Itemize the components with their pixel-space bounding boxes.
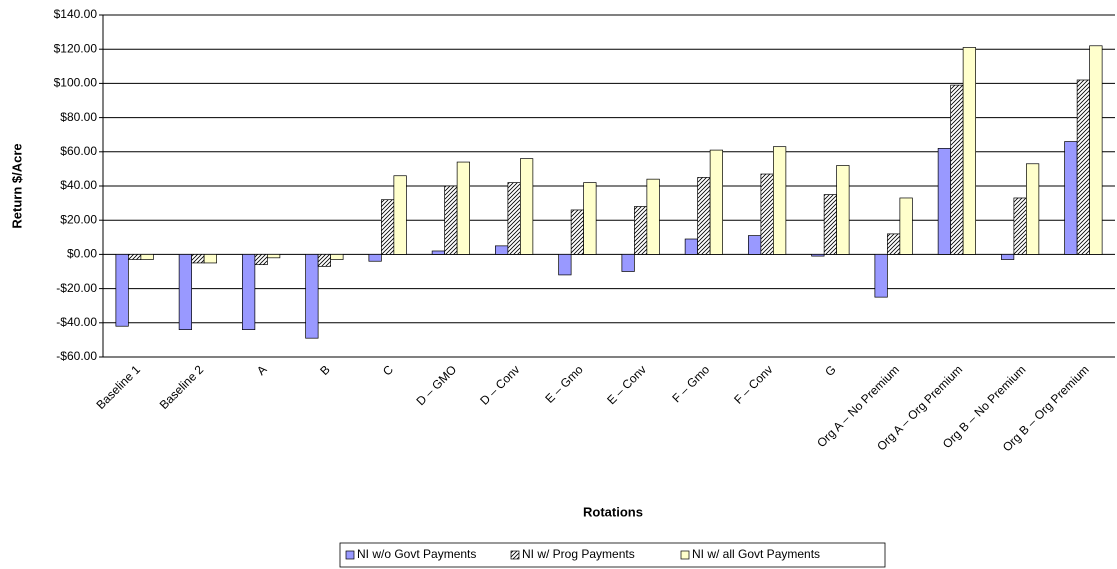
y-tick-label: $60.00: [60, 144, 97, 158]
bar: [1089, 45, 1103, 255]
x-tick-label: D – Conv: [477, 362, 522, 407]
bar: [646, 178, 660, 255]
x-tick-label: B: [317, 362, 333, 378]
legend-swatch: [345, 550, 355, 560]
legend-swatch: [680, 550, 690, 560]
y-tick-label: $40.00: [60, 178, 97, 192]
bar: [267, 254, 281, 259]
y-tick-label: -$40.00: [56, 315, 97, 329]
x-axis-title: Rotations: [583, 504, 643, 519]
bar: [823, 194, 837, 255]
bar: [368, 254, 382, 262]
x-tick-label: C: [380, 362, 396, 378]
bar: [773, 146, 787, 255]
x-tick-label: E – Gmo: [542, 362, 586, 406]
legend-swatch: [510, 550, 520, 560]
bar: [381, 199, 395, 255]
bar: [583, 182, 597, 255]
x-tick-label: F – Gmo: [669, 362, 712, 405]
y-tick-label: $80.00: [60, 110, 97, 124]
bar: [431, 250, 445, 255]
bar: [317, 254, 331, 267]
y-tick-label: $140.00: [54, 7, 98, 21]
y-tick-label: $0.00: [67, 247, 97, 261]
bar: [621, 254, 635, 272]
bar: [950, 84, 964, 255]
bar: [140, 254, 154, 260]
x-tick-label: G: [822, 362, 839, 379]
bar: [634, 206, 648, 255]
bar: [748, 235, 762, 255]
bar: [128, 254, 142, 260]
bar: [836, 165, 850, 255]
bar: [242, 254, 256, 330]
bar: [305, 254, 319, 339]
y-tick-label: -$60.00: [56, 349, 97, 363]
bar: [254, 254, 268, 266]
bar: [178, 254, 192, 330]
y-tick-label: $100.00: [54, 76, 98, 90]
bar: [684, 238, 698, 255]
bar: [709, 149, 723, 255]
legend-label: NI w/ all Govt Payments: [692, 547, 820, 561]
bar: [558, 254, 572, 276]
bar: [393, 175, 407, 255]
bar: [1026, 163, 1040, 255]
bar: [444, 185, 458, 255]
bar: [811, 254, 825, 257]
bar: [520, 158, 534, 255]
bar: [456, 161, 470, 255]
bar: [937, 148, 951, 255]
bar: [874, 254, 888, 298]
bar: [1076, 79, 1090, 255]
bar: [1064, 141, 1078, 255]
y-tick-label: -$20.00: [56, 281, 97, 295]
bar: [203, 254, 217, 264]
x-tick-label: A: [254, 362, 270, 378]
bar: [507, 182, 521, 255]
x-tick-label: D – GMO: [414, 362, 460, 408]
bar: [570, 209, 584, 255]
bar: [1013, 197, 1027, 255]
x-tick-label: Baseline 1: [93, 362, 143, 412]
bar: [697, 177, 711, 255]
x-tick-label: Baseline 2: [157, 362, 207, 412]
x-tick-label: E – Conv: [604, 362, 649, 407]
bar: [115, 254, 129, 327]
x-tick-label: F – Conv: [731, 362, 775, 406]
legend-box: [339, 542, 886, 568]
y-tick-label: $120.00: [54, 41, 98, 55]
bar: [1001, 254, 1015, 260]
y-axis-title: Return $/Acre: [9, 143, 24, 228]
legend-label: NI w/ Prog Payments: [522, 547, 635, 561]
bar: [962, 47, 976, 255]
bar: [899, 197, 913, 255]
bar: [887, 233, 901, 255]
bar: [495, 245, 509, 255]
bar: [191, 254, 205, 264]
bar: [760, 173, 774, 255]
bar: [330, 254, 344, 260]
legend-label: NI w/o Govt Payments: [357, 547, 476, 561]
y-tick-label: $20.00: [60, 212, 97, 226]
